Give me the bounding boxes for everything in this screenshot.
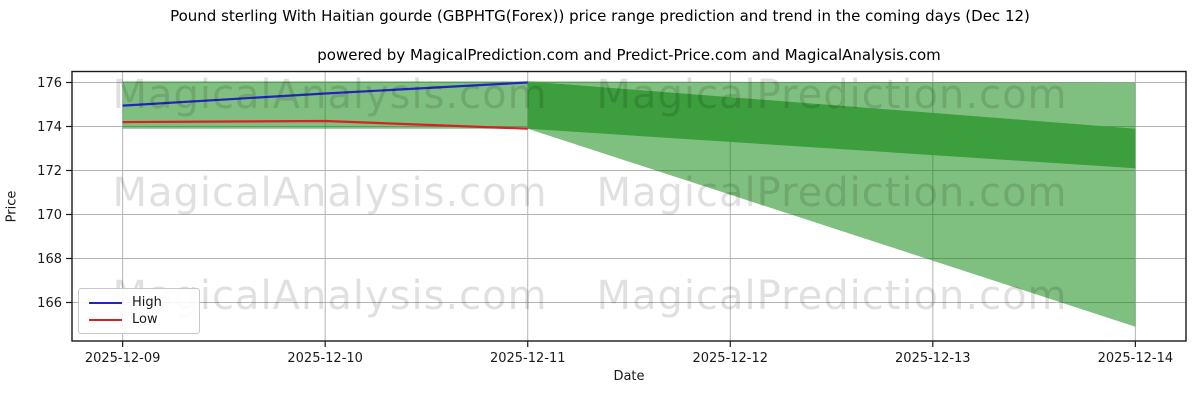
y-axis-label: Price [4, 190, 20, 223]
y-tick-label-168: 168 [37, 252, 62, 267]
legend: High Low [78, 288, 200, 334]
high-line-swatch [89, 301, 122, 304]
legend-label-low: Low [132, 312, 158, 327]
y-tick-label-174: 174 [37, 120, 62, 135]
band-history-range-band [122, 81, 528, 129]
y-tick-label-170: 170 [37, 208, 62, 223]
legend-label-high: High [132, 295, 162, 310]
legend-item-low: Low [89, 311, 191, 328]
band-prediction-inner-band [527, 81, 1136, 169]
x-tick-label-2025-12-09: 2025-12-09 [85, 351, 161, 366]
series-line-high [122, 81, 528, 107]
legend-item-high: High [89, 294, 191, 311]
y-tick-label-176: 176 [37, 76, 62, 91]
x-tick-label-2025-12-10: 2025-12-10 [287, 351, 363, 366]
x-tick-label-2025-12-13: 2025-12-13 [895, 351, 971, 366]
y-tick-label-166: 166 [37, 296, 62, 311]
low-line-swatch [89, 318, 122, 321]
chart-subtitle: powered by MagicalPrediction.com and Pre… [317, 46, 941, 64]
x-tick-label-2025-12-11: 2025-12-11 [490, 351, 566, 366]
y-tick-label-172: 172 [37, 164, 62, 179]
x-axis-label: Date [613, 369, 645, 384]
series-line-low [122, 119, 528, 130]
chart-title: Pound sterling With Haitian gourde (GBPH… [170, 7, 1030, 25]
plot-border [71, 70, 1187, 342]
x-tick-label-2025-12-12: 2025-12-12 [692, 351, 768, 366]
x-tick-label-2025-12-14: 2025-12-14 [1098, 351, 1174, 366]
